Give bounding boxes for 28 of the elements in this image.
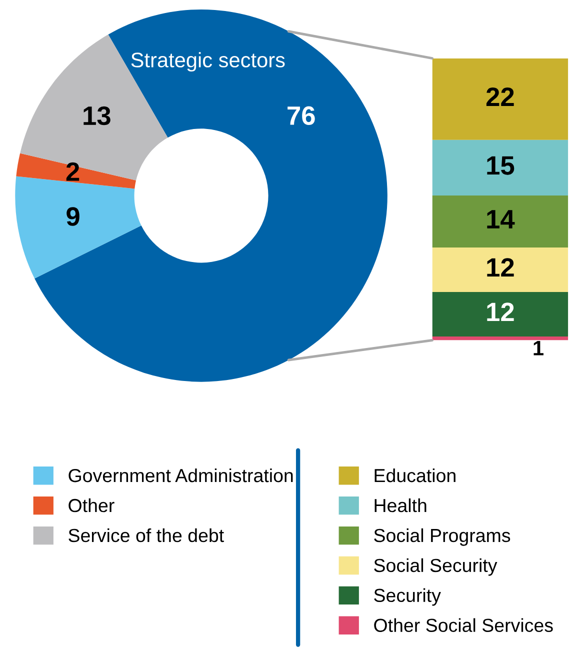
- legend-label: Health: [374, 498, 426, 512]
- data-label: 1: [534, 340, 544, 356]
- donut-slice: [16, 153, 136, 189]
- legend-label: Government Administration: [68, 468, 293, 482]
- bar: [432, 58, 568, 140]
- legend-label: Security: [374, 588, 441, 606]
- bar: [432, 336, 568, 340]
- legend-label: Social Programs: [374, 528, 510, 546]
- bar: [432, 292, 568, 336]
- legend-label: Other Social Services: [374, 618, 553, 632]
- data-label: 13: [84, 106, 110, 126]
- bar: [432, 196, 568, 248]
- data-label: 14: [487, 210, 515, 228]
- data-label: 76: [288, 106, 315, 125]
- slice-label: Strategic sectors: [131, 52, 285, 72]
- donut-slice: [34, 10, 388, 382]
- data-label: 9: [66, 207, 80, 226]
- data-label: 22: [486, 88, 514, 106]
- legend-label: Social Security: [374, 558, 498, 576]
- data-label: 12: [487, 258, 514, 277]
- data-label: 2: [66, 162, 80, 181]
- bar: [432, 140, 568, 196]
- data-label: 12: [487, 302, 514, 322]
- legend-label: Other: [68, 498, 114, 512]
- legend-label: Education: [374, 468, 456, 482]
- legend-label: Service of the debt: [68, 528, 224, 542]
- data-label: 15: [487, 156, 514, 175]
- bar: [432, 247, 568, 292]
